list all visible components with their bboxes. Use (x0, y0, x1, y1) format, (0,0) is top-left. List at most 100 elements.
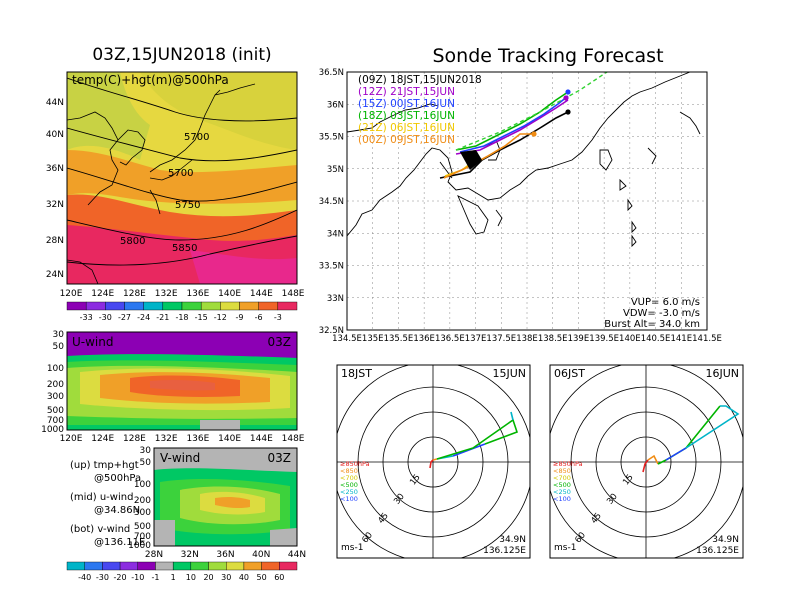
track-y-tick-label: 33N (327, 294, 344, 304)
track-y-tick-label: 34N (327, 229, 344, 239)
colorbar-label: -1 (151, 573, 159, 582)
colorbar-label: -3 (274, 313, 282, 322)
hodograph-lat: 34.9N (712, 535, 739, 545)
hodograph-level-label: <700 (340, 474, 358, 482)
track-endpoint (565, 109, 571, 115)
hodograph-level-label: <250 (340, 488, 358, 496)
v-wind-time: 03Z (268, 451, 292, 465)
colorbar-label: 50 (257, 573, 267, 582)
v-wind-x-tick-label: 28N (145, 550, 163, 560)
hodograph-level-label: <500 (553, 481, 571, 489)
legend-line-5: (bot) v-wind (70, 524, 130, 535)
hodograph-unit: ms-1 (554, 543, 576, 553)
u-wind-x-tick-label: 120E (60, 434, 83, 444)
v-wind-frame (153, 447, 298, 547)
map-y-tick-label: 28N (46, 236, 64, 246)
track-y-tick-label: 36N (327, 100, 344, 110)
colorbar-swatch (85, 301, 106, 311)
colorbar-label: -21 (156, 313, 169, 322)
u-wind-x-tick-label: 124E (91, 434, 114, 444)
colorbar-label: -33 (80, 313, 93, 322)
legend-line-3: (mid) u-wind (70, 492, 133, 503)
track-paths (439, 72, 609, 179)
hodograph-time-label: 06JST (554, 367, 585, 380)
colorbar-swatch (277, 301, 298, 311)
colorbar-label: -27 (118, 313, 131, 322)
map-y-tick-label: 44N (46, 98, 64, 108)
map-x-tick-label: 140E (218, 289, 241, 299)
map-x-tick-label: 124E (91, 289, 114, 299)
hodograph-unit: ms-1 (341, 543, 363, 553)
track-y-tick-label: 35.5N (319, 133, 344, 143)
v-wind-y-tick-label: 1000 (128, 541, 151, 551)
map-x-tick-label: 136E (186, 289, 209, 299)
track-grid (347, 72, 707, 330)
contour-label-5800: 5800 (120, 236, 145, 247)
contour-label-5750: 5750 (175, 200, 200, 211)
colorbar-swatch (279, 561, 298, 571)
colorbar-swatch (66, 561, 85, 571)
vup-text: VUP= 6.0 m/s (631, 297, 700, 308)
hodograph-level-label: <850 (340, 467, 358, 475)
track-path (455, 99, 569, 155)
colorbar-swatch (119, 561, 138, 571)
colorbar-label: 40 (239, 573, 249, 582)
hodograph-level-label: <850 (553, 467, 571, 475)
hodograph-rings (550, 365, 743, 558)
colorbar-label: -15 (195, 313, 208, 322)
v-wind-y-tick-label: 100 (134, 480, 151, 490)
hodograph-lat: 34.9N (499, 535, 526, 545)
track-x-tick-label: 141E (670, 334, 692, 344)
colorbar-swatch (137, 561, 156, 571)
colorbar-label: 1 (171, 573, 176, 582)
legend-line-1: (up) tmp+hgt (70, 460, 139, 471)
colorbar-label: -10 (131, 573, 144, 582)
track-x-tick-labels: 134.5E 135E 135.5E 136E 136.5E 137E 137.5E 138E… (332, 334, 722, 344)
track-x-tick-label: 140E (619, 334, 641, 344)
u-wind-x-tick-label: 144E (250, 434, 273, 444)
track-path-projection (455, 72, 609, 151)
v-wind-x-tick-label: 40N (252, 550, 270, 560)
colorbar-label: -30 (99, 313, 112, 322)
map-y-tick-label: 36N (46, 164, 64, 174)
u-wind-y-tick-label: 30 (53, 330, 65, 340)
v-wind-x-tick-label: 36N (216, 550, 234, 560)
v-wind-y-tick-label: 50 (140, 458, 152, 468)
map-x-tick-label: 148E (282, 289, 305, 299)
track-y-tick-label: 33.5N (319, 262, 344, 272)
hodograph-trace (665, 447, 687, 461)
track-y-tick-label: 35N (327, 165, 344, 175)
track-x-tick-label: 136E (413, 334, 435, 344)
colorbar-swatch (226, 561, 245, 571)
colorbar-swatch (84, 561, 103, 571)
colorbar-swatch (261, 561, 280, 571)
v-wind-label: V-wind (160, 451, 200, 465)
track-x-tick-label: 139E (568, 334, 590, 344)
v-wind-x-tick-label: 32N (181, 550, 199, 560)
colorbar-swatch (162, 301, 183, 311)
v-wind-y-tick-label: 30 (140, 446, 152, 456)
vdw-text: VDW= -3.0 m/s (623, 308, 700, 319)
u-wind-y-tick-label: 700 (47, 416, 64, 426)
contour-label-5700-a: 5700 (184, 132, 209, 143)
contour-label-5850: 5850 (172, 243, 197, 254)
u-wind-x-tick-label: 140E (218, 434, 241, 444)
hodograph-date-label: 15JUN (492, 367, 526, 380)
track-frame (346, 71, 708, 331)
u-wind-y-tick-label: 300 (47, 392, 64, 402)
colorbar-swatch (124, 301, 144, 311)
colorbar-label: 20 (203, 573, 213, 582)
colorbar-swatch (155, 561, 174, 571)
colorbar-swatch (200, 301, 221, 311)
hodograph-lon: 136.125E (696, 546, 739, 556)
track-x-tick-label: 135E (362, 334, 384, 344)
hodograph-trace (432, 458, 438, 461)
v-wind-y-tick-label: 300 (134, 508, 151, 518)
map-x-tick-label: 132E (155, 289, 178, 299)
hodograph-time-label: 18JST (341, 367, 372, 380)
legend-line-6: @136.11E (94, 537, 145, 548)
colorbar-swatch (239, 301, 259, 311)
